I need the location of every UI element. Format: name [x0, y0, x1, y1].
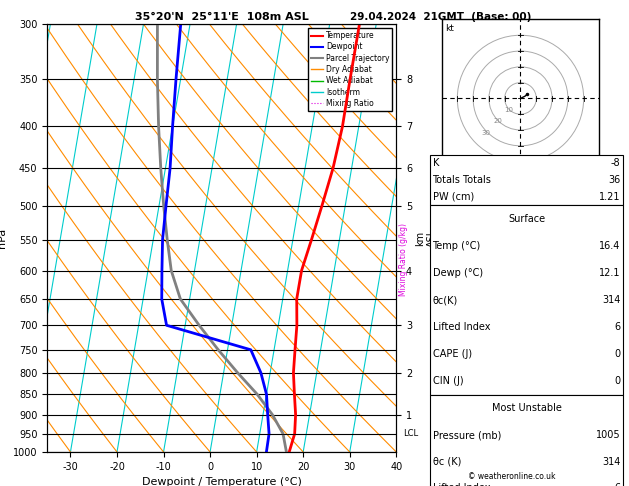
Text: 30: 30 — [482, 130, 491, 136]
Text: 1.21: 1.21 — [599, 191, 620, 202]
Text: 0: 0 — [615, 349, 620, 359]
Text: Pressure (mb): Pressure (mb) — [433, 430, 501, 440]
Text: 6: 6 — [615, 484, 620, 486]
Text: θᴄ(K): θᴄ(K) — [433, 295, 458, 305]
Text: 36: 36 — [608, 175, 620, 185]
Text: θᴄ (K): θᴄ (K) — [433, 457, 461, 467]
Text: CIN (J): CIN (J) — [433, 377, 463, 386]
Text: CAPE (J): CAPE (J) — [433, 349, 472, 359]
X-axis label: Dewpoint / Temperature (°C): Dewpoint / Temperature (°C) — [142, 477, 302, 486]
Text: PW (cm): PW (cm) — [433, 191, 474, 202]
Title: 35°20'N  25°11'E  108m ASL: 35°20'N 25°11'E 108m ASL — [135, 12, 309, 22]
Text: 20: 20 — [493, 118, 502, 124]
Text: 314: 314 — [602, 457, 620, 467]
Text: Surface: Surface — [508, 213, 545, 224]
Text: 10: 10 — [504, 107, 514, 113]
Text: 16.4: 16.4 — [599, 241, 620, 251]
Text: Mixing Ratio (g/kg): Mixing Ratio (g/kg) — [399, 223, 408, 296]
Y-axis label: km
ASL: km ASL — [415, 229, 437, 247]
Text: kt: kt — [445, 24, 454, 33]
Text: 314: 314 — [602, 295, 620, 305]
Text: K: K — [433, 158, 439, 168]
Text: 6: 6 — [615, 322, 620, 332]
Text: Temp (°C): Temp (°C) — [433, 241, 481, 251]
Text: © weatheronline.co.uk: © weatheronline.co.uk — [467, 472, 555, 481]
Text: 0: 0 — [615, 377, 620, 386]
Text: LCL: LCL — [403, 429, 418, 438]
Text: Most Unstable: Most Unstable — [491, 403, 562, 413]
Text: Dewp (°C): Dewp (°C) — [433, 268, 482, 278]
Text: Lifted Index: Lifted Index — [433, 322, 490, 332]
Legend: Temperature, Dewpoint, Parcel Trajectory, Dry Adiabat, Wet Adiabat, Isotherm, Mi: Temperature, Dewpoint, Parcel Trajectory… — [308, 28, 392, 111]
Text: Totals Totals: Totals Totals — [433, 175, 491, 185]
Y-axis label: hPa: hPa — [0, 228, 8, 248]
Text: 1005: 1005 — [596, 430, 620, 440]
Text: -8: -8 — [611, 158, 620, 168]
Text: Lifted Index: Lifted Index — [433, 484, 490, 486]
Text: 12.1: 12.1 — [599, 268, 620, 278]
Text: 29.04.2024  21GMT  (Base: 00): 29.04.2024 21GMT (Base: 00) — [350, 12, 531, 22]
